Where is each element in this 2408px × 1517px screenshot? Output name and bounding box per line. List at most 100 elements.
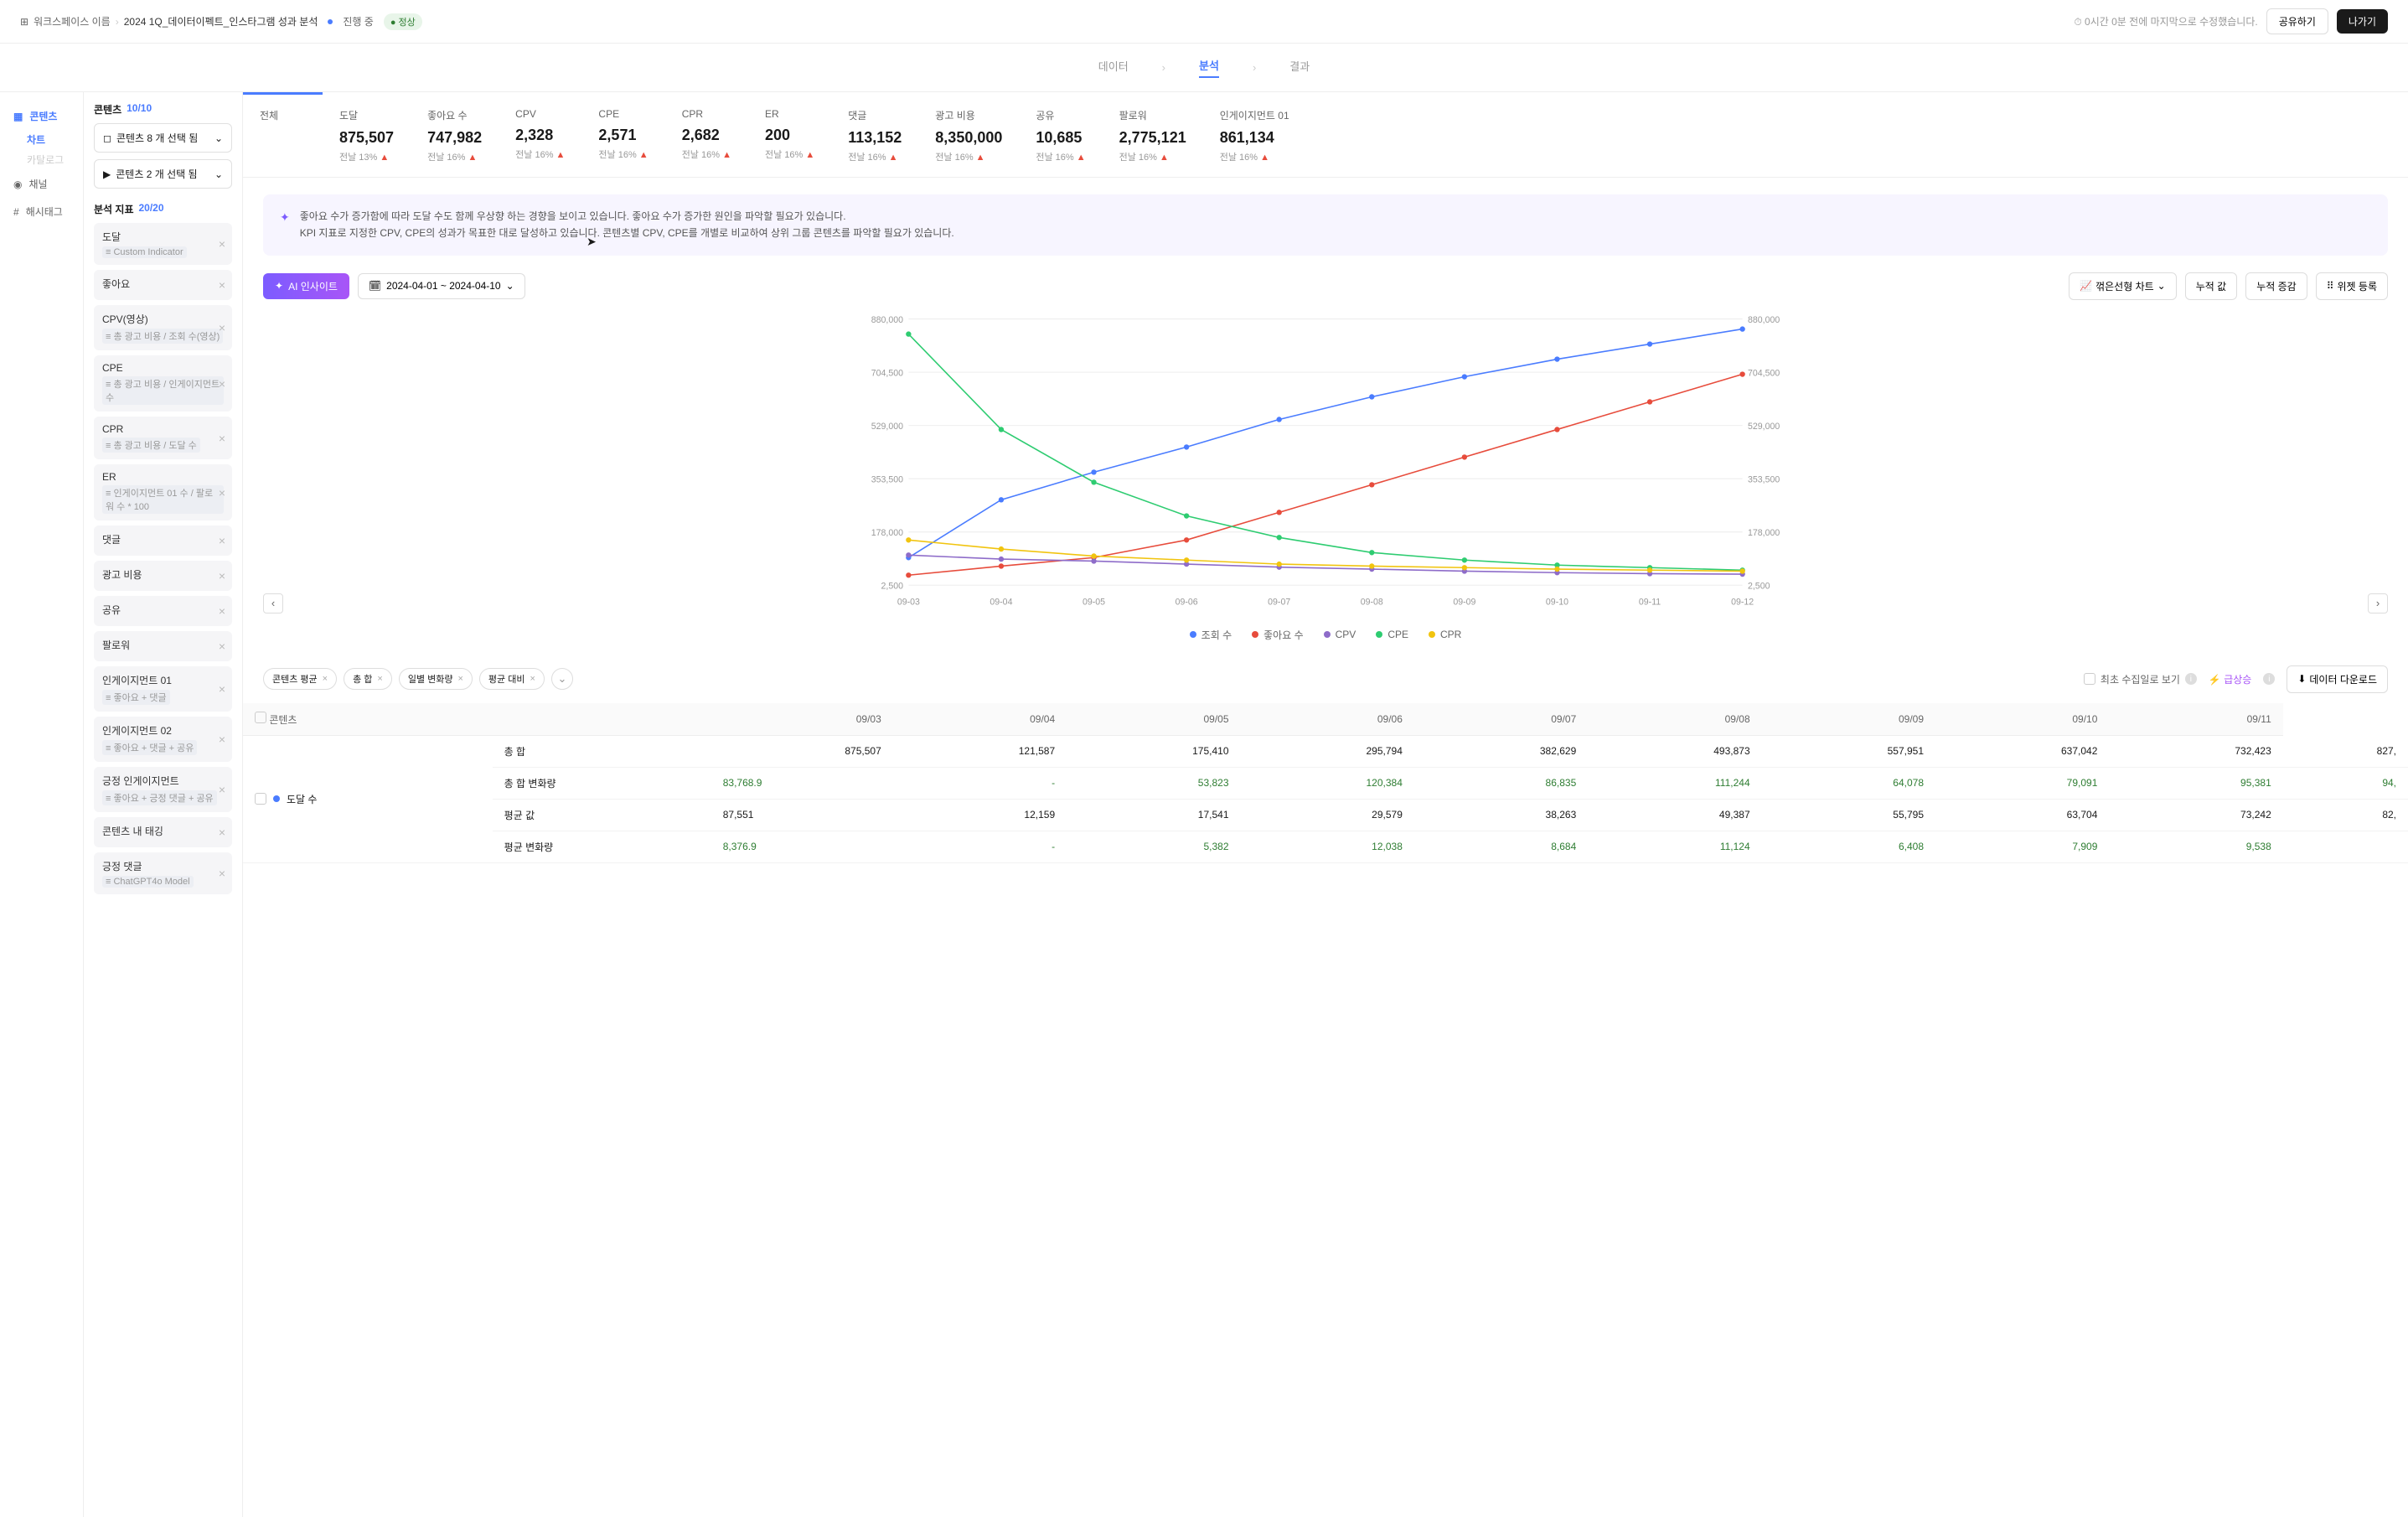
sidebar-item-contents[interactable]: ▦ 콘텐츠 (0, 102, 83, 130)
legend-item[interactable]: 좋아요 수 (1252, 628, 1304, 642)
filter-item[interactable]: 인게이지먼트 02≡ 좋아요 + 댓글 + 공유× (94, 717, 232, 762)
close-icon[interactable]: × (219, 604, 225, 618)
close-icon[interactable]: × (219, 733, 225, 746)
table-cell: 29,579 (1241, 799, 1414, 831)
filter-label: 댓글 (102, 532, 224, 546)
filter-item[interactable]: 긍정 댓글≡ ChatGPT4o Model× (94, 852, 232, 894)
table-cell (2283, 831, 2408, 862)
filter-item[interactable]: CPR≡ 총 광고 비용 / 도달 수× (94, 417, 232, 459)
first-collect-toggle[interactable]: 최초 수집일로 보기 i (2084, 672, 2197, 686)
close-icon[interactable]: × (219, 639, 225, 653)
filter-label: CPR (102, 423, 224, 435)
filter-chip[interactable]: 일별 변화량 × (399, 668, 473, 690)
filter-item[interactable]: 콘텐츠 내 태깅× (94, 817, 232, 847)
close-icon[interactable]: × (530, 674, 535, 684)
close-icon[interactable]: × (219, 432, 225, 445)
metric-card[interactable]: ER200전날 16% ▲ (748, 92, 831, 177)
metric-card[interactable]: 좋아요 수747,982전날 16% ▲ (411, 92, 499, 177)
insight-line-2: KPI 지표로 지정한 CPV, CPE의 성과가 목표한 대로 달성하고 있습… (300, 225, 954, 241)
tab-result[interactable]: 결과 (1289, 58, 1310, 77)
legend-item[interactable]: CPV (1324, 628, 1356, 642)
metric-card[interactable]: 공유10,685전날 16% ▲ (1019, 92, 1102, 177)
sidebar-item-hashtag[interactable]: # 해시태그 (0, 198, 83, 225)
filter-chip[interactable]: 총 합 × (344, 668, 392, 690)
chart-prev-button[interactable]: ‹ (263, 593, 283, 614)
tab-analysis[interactable]: 분석 (1199, 57, 1219, 78)
filter-item[interactable]: CPE≡ 총 광고 비용 / 인게이지먼트 수× (94, 355, 232, 412)
close-icon[interactable]: × (377, 674, 382, 684)
close-icon[interactable]: × (219, 783, 225, 796)
filter-chip[interactable]: 평균 대비 × (479, 668, 545, 690)
cumulative-change-button[interactable]: 누적 증감 (2245, 272, 2307, 300)
metric-card[interactable]: CPR2,682전날 16% ▲ (665, 92, 748, 177)
metric-card[interactable]: 댓글113,152전날 16% ▲ (831, 92, 918, 177)
chart-next-button[interactable]: › (2368, 593, 2388, 614)
checkbox-icon (2084, 673, 2095, 685)
metric-card[interactable]: 도달875,507전날 13% ▲ (323, 92, 411, 177)
legend-item[interactable]: 조회 수 (1190, 628, 1232, 642)
filter-item[interactable]: 댓글× (94, 526, 232, 556)
close-icon[interactable]: × (219, 486, 225, 500)
legend-item[interactable]: CPE (1376, 628, 1408, 642)
close-icon[interactable]: × (219, 826, 225, 839)
close-icon[interactable]: × (219, 569, 225, 582)
svg-text:09-05: 09-05 (1083, 597, 1105, 607)
exit-button[interactable]: 나가기 (2337, 9, 2388, 34)
legend-dot-icon (1190, 631, 1196, 638)
filter-item[interactable]: 팔로워× (94, 631, 232, 661)
close-icon[interactable]: × (219, 377, 225, 391)
close-icon[interactable]: × (219, 534, 225, 547)
workspace-label[interactable]: 워크스페이스 이름 (34, 14, 111, 28)
metric-card[interactable]: CPE2,571전날 16% ▲ (581, 92, 664, 177)
filter-item[interactable]: CPV(영상)≡ 총 광고 비용 / 조회 수(영상)× (94, 305, 232, 350)
filter-sub: ≡ 좋아요 + 댓글 (102, 690, 224, 705)
filter-chip[interactable]: 콘텐츠 평균 × (263, 668, 337, 690)
metric-label: 좋아요 수 (427, 108, 482, 122)
tab-data[interactable]: 데이터 (1098, 58, 1129, 77)
svg-text:704,500: 704,500 (1748, 368, 1780, 378)
widget-register-button[interactable]: ⠿ 위젯 등록 (2316, 272, 2388, 300)
cumulative-value-button[interactable]: 누적 값 (2185, 272, 2237, 300)
filter-label: 인게이지먼트 01 (102, 673, 224, 687)
content-select-2[interactable]: ▶콘텐츠 2 개 선택 됨 ⌄ (94, 159, 232, 189)
add-chip-button[interactable]: ⌄ (551, 668, 573, 690)
filter-item[interactable]: 공유× (94, 596, 232, 626)
svg-text:09-07: 09-07 (1268, 597, 1290, 607)
sidebar-sub-catalog[interactable]: 카탈로그 (0, 150, 83, 170)
table-cell: 86,835 (1414, 767, 1588, 799)
filter-item[interactable]: 좋아요× (94, 270, 232, 300)
share-button[interactable]: 공유하기 (2266, 8, 2328, 34)
chart-type-button[interactable]: 📈 꺾은선형 차트 ⌄ (2069, 272, 2177, 300)
ai-insight-button[interactable]: ✦ AI 인사이트 (263, 273, 349, 299)
sidebar-item-channel[interactable]: ◉ 채널 (0, 170, 83, 198)
close-icon[interactable]: × (219, 867, 225, 880)
filter-item[interactable]: 긍정 인게이지먼트≡ 좋아요 + 긍정 댓글 + 공유× (94, 767, 232, 812)
content-select-1[interactable]: ◻콘텐츠 8 개 선택 됨 ⌄ (94, 123, 232, 153)
filter-item[interactable]: 광고 비용× (94, 561, 232, 591)
table-cell: 175,410 (1067, 735, 1240, 767)
chevron-down-icon: ⌄ (214, 168, 223, 180)
filter-item[interactable]: 도달≡ Custom Indicator× (94, 223, 232, 265)
row-label: 평균 변화량 (493, 831, 711, 862)
sidebar-sub-chart[interactable]: 차트 (0, 130, 83, 150)
metric-card[interactable]: 전체 (243, 92, 323, 177)
close-icon[interactable]: × (457, 674, 462, 684)
metric-card[interactable]: CPV2,328전날 16% ▲ (499, 92, 581, 177)
close-icon[interactable]: × (219, 682, 225, 696)
metric-card[interactable]: 광고 비용8,350,000전날 16% ▲ (918, 92, 1019, 177)
svg-text:09-12: 09-12 (1731, 597, 1754, 607)
close-icon[interactable]: × (219, 278, 225, 292)
metric-label: CPR (682, 108, 731, 120)
date-range-button[interactable]: 🗓 2024-04-01 ~ 2024-04-10 ⌄ (358, 273, 525, 299)
download-button[interactable]: ⬇ 데이터 다운로드 (2287, 665, 2388, 693)
svg-text:704,500: 704,500 (871, 368, 903, 378)
legend-item[interactable]: CPR (1429, 628, 1461, 642)
close-icon[interactable]: × (219, 321, 225, 334)
filter-item[interactable]: ER≡ 인게이지먼트 01 수 / 팔로워 수 * 100× (94, 464, 232, 520)
header-bar: ⊞ 워크스페이스 이름 › 2024 1Q_데이터이펙트_인스타그램 성과 분석… (0, 0, 2408, 44)
close-icon[interactable]: × (323, 674, 328, 684)
filter-item[interactable]: 인게이지먼트 01 ≡ 좋아요 + 댓글× (94, 666, 232, 712)
metric-card[interactable]: 인게이지먼트 01861,134전날 16% ▲ (1203, 92, 1306, 177)
metric-card[interactable]: 팔로워2,775,121전날 16% ▲ (1103, 92, 1203, 177)
close-icon[interactable]: × (219, 237, 225, 251)
